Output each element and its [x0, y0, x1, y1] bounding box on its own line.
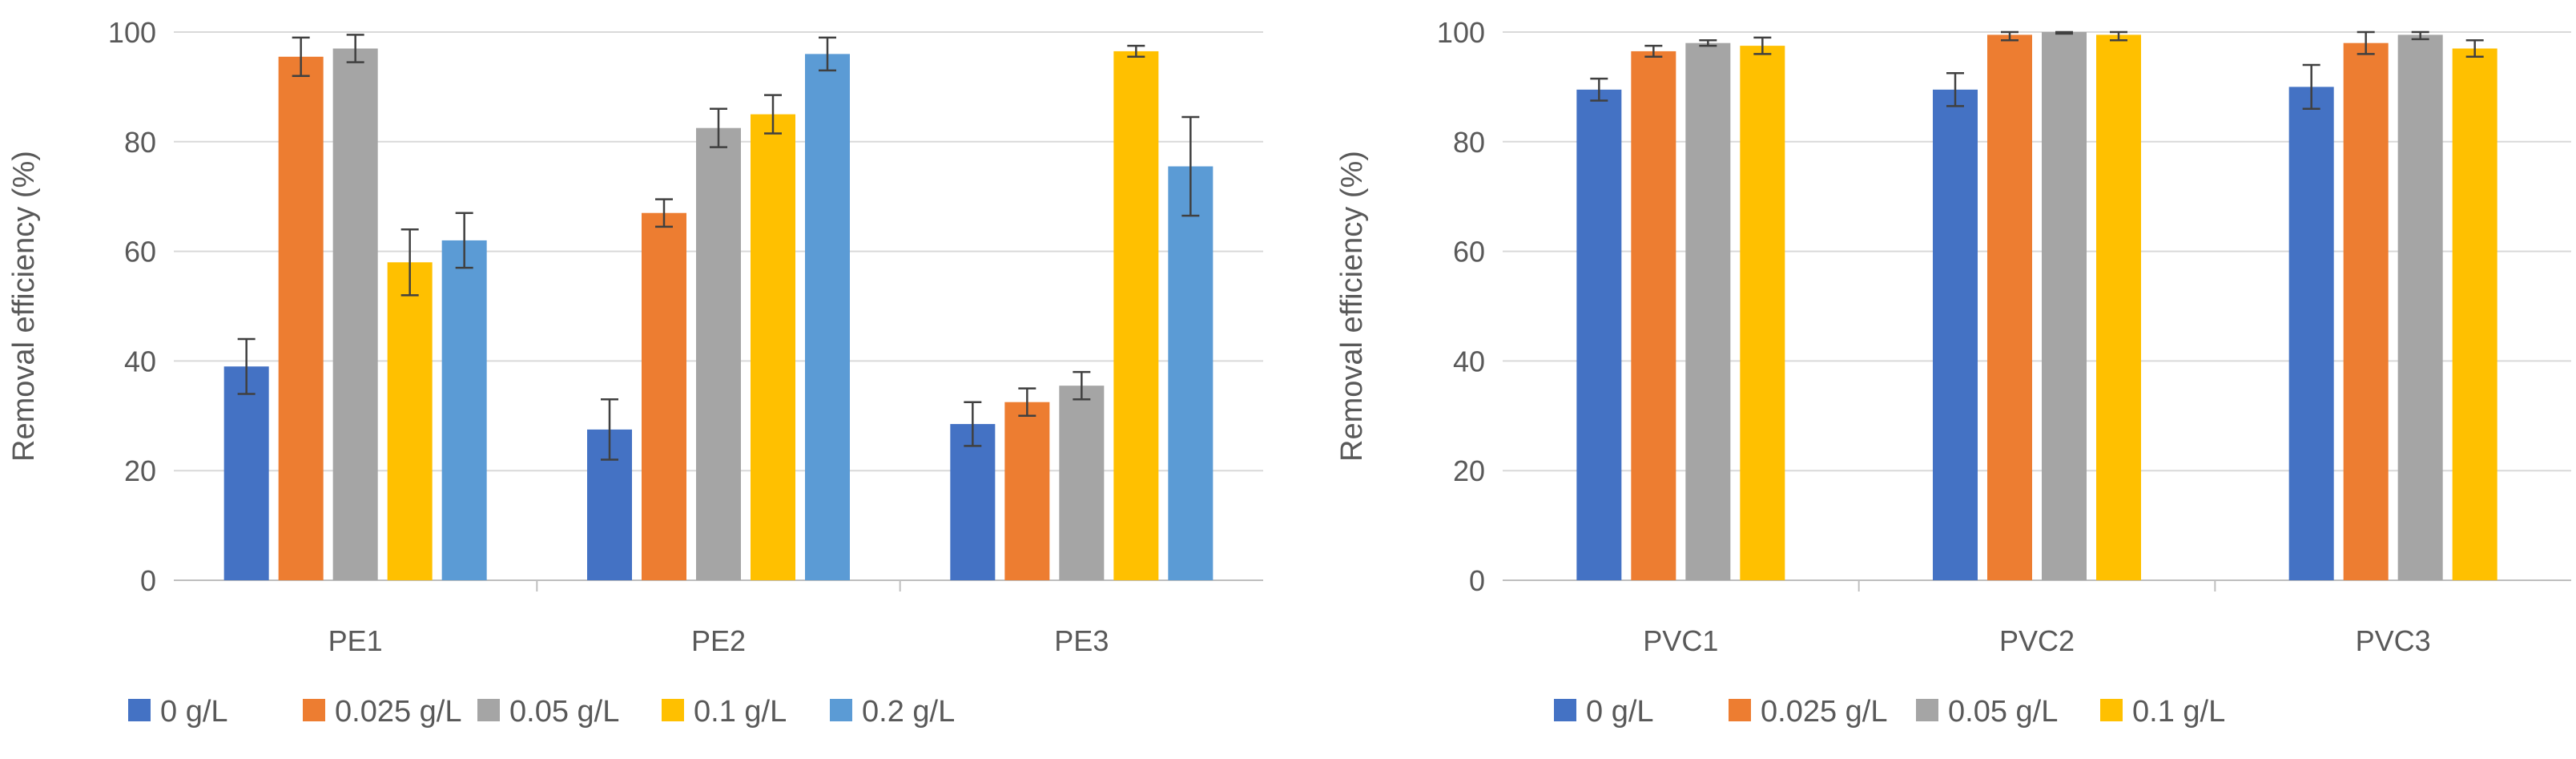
legend-swatch	[128, 699, 151, 721]
y-tick-label: 80	[124, 126, 156, 159]
chart-pe: 0 20 40 60 80 100 Removal efficiency (%) PE1 PE2…	[7, 16, 1263, 729]
bar	[950, 424, 996, 580]
bar	[642, 212, 686, 580]
y-axis-label: Removal efficiency (%)	[1335, 151, 1369, 462]
bar	[223, 366, 269, 580]
bar	[2042, 32, 2087, 580]
bar	[332, 48, 378, 580]
bar	[1168, 166, 1214, 580]
legend-swatch	[662, 699, 684, 721]
legend-label: 0.1 g/L	[694, 695, 787, 729]
legend-label: 0.05 g/L	[1948, 695, 2058, 729]
legend-swatch	[2100, 699, 2123, 721]
x-tick-label: PE2	[691, 624, 746, 657]
y-tick-label: 40	[1453, 345, 1485, 377]
y-tick-label: 20	[1453, 454, 1485, 487]
bar	[2343, 42, 2389, 581]
bar	[1933, 89, 1978, 580]
bar	[1685, 42, 1731, 581]
y-tick-label: 0	[140, 564, 156, 597]
bar	[1631, 50, 1676, 580]
bar	[278, 56, 324, 580]
legend-label: 0 g/L	[1586, 695, 1654, 729]
legend-label: 0.025 g/L	[1761, 695, 1887, 729]
bar	[1113, 50, 1159, 580]
legend-label: 0.05 g/L	[509, 695, 619, 729]
bar	[2288, 87, 2334, 580]
legend-label: 0 g/L	[160, 695, 228, 729]
y-tick-label: 60	[124, 236, 156, 268]
bar	[1987, 34, 2032, 581]
x-tick-label: PVC3	[2356, 624, 2431, 657]
bar	[1059, 386, 1105, 580]
y-tick-label: 80	[1453, 126, 1485, 159]
bar	[805, 54, 850, 581]
y-tick-label: 40	[124, 345, 156, 377]
bar	[2452, 48, 2498, 580]
y-tick-label: 100	[1437, 16, 1485, 49]
legend-swatch	[1916, 699, 1938, 721]
legend-swatch	[1554, 699, 1576, 721]
bar	[1576, 89, 1622, 580]
x-tick-label: PVC2	[1999, 624, 2075, 657]
legend-label: 0.025 g/L	[335, 695, 461, 729]
y-tick-label: 0	[1469, 564, 1485, 597]
y-tick-label: 60	[1453, 236, 1485, 268]
legend-swatch	[830, 699, 852, 721]
x-tick-label: PE3	[1054, 624, 1109, 657]
bar	[1004, 402, 1050, 580]
legend-label: 0.2 g/L	[862, 695, 955, 729]
y-axis-label: Removal efficiency (%)	[7, 151, 41, 462]
legend-swatch	[1729, 699, 1751, 721]
bar	[387, 262, 433, 580]
x-tick-label: PVC1	[1643, 624, 1718, 657]
bar	[2397, 34, 2443, 581]
legend-swatch	[477, 699, 500, 721]
chart-pvc: 0 20 40 60 80 100 Removal efficiency (%) PVC1 PV…	[1335, 16, 2571, 729]
bar	[441, 240, 487, 580]
bar	[1740, 46, 1785, 581]
legend-label: 0.1 g/L	[2132, 695, 2225, 729]
x-tick-label: PE1	[328, 624, 383, 657]
y-tick-label: 100	[108, 16, 156, 49]
bar	[2096, 34, 2141, 581]
legend-swatch	[303, 699, 325, 721]
y-tick-label: 20	[124, 454, 156, 487]
bar	[751, 114, 795, 581]
bar	[696, 127, 741, 580]
